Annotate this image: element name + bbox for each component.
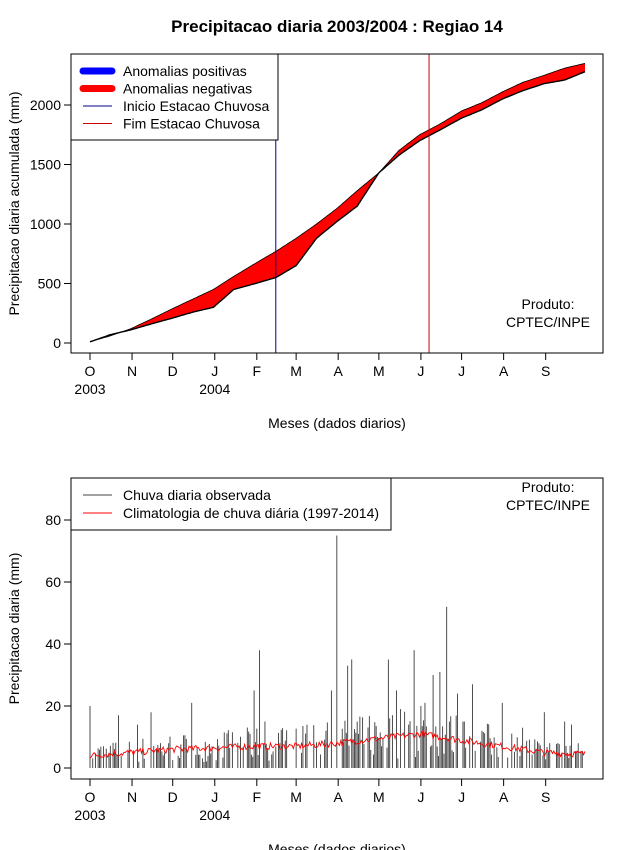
top-chart: 0 500 1000 1500 2000 O N D J F M A M J J A S 2003 2004 Mese… bbox=[6, 53, 604, 431]
x-year-label: 2003 bbox=[74, 381, 105, 397]
x-tick-label: F bbox=[253, 363, 262, 379]
product-annotation: CPTEC/INPE bbox=[506, 314, 590, 330]
legend-label: Inicio Estacao Chuvosa bbox=[123, 98, 270, 114]
x-year-label: 2004 bbox=[199, 807, 230, 823]
x-year-label: 2004 bbox=[199, 381, 230, 397]
x-tick-label: A bbox=[499, 789, 509, 805]
x-year-label: 2003 bbox=[74, 807, 105, 823]
x-tick-label: J bbox=[211, 789, 218, 805]
x-tick-label: M bbox=[290, 363, 302, 379]
x-tick-label: S bbox=[541, 789, 550, 805]
legend-label: Anomalias negativas bbox=[123, 81, 252, 97]
x-tick-label: M bbox=[290, 789, 302, 805]
x-tick-label: J bbox=[417, 789, 424, 805]
legend-box bbox=[70, 53, 279, 141]
observed-cumulative-line bbox=[89, 71, 586, 343]
x-tick-label: N bbox=[127, 789, 137, 805]
legend-label: Fim Estacao Chuvosa bbox=[123, 116, 260, 132]
y-tick-label: 0 bbox=[53, 760, 61, 776]
x-tick-label: M bbox=[373, 363, 385, 379]
y-tick-label: 2000 bbox=[30, 97, 61, 113]
climatology-cumulative-line bbox=[89, 63, 586, 343]
x-tick-label: M bbox=[373, 789, 385, 805]
x-axis-label: Meses (dados diarios) bbox=[268, 415, 406, 431]
y-tick-label: 1500 bbox=[30, 157, 61, 173]
climatology-daily-line bbox=[89, 730, 586, 759]
y-tick-label: 0 bbox=[53, 335, 61, 351]
x-tick-label: S bbox=[541, 363, 550, 379]
chart-title: Precipitacao diaria 2003/2004 : Regiao 1… bbox=[171, 17, 503, 36]
x-tick-label: F bbox=[253, 789, 262, 805]
x-axis-label: Meses (dados diarios) bbox=[268, 841, 406, 850]
legend-label: Anomalias positivas bbox=[123, 63, 247, 79]
y-tick-label: 60 bbox=[45, 574, 61, 590]
y-axis-label: Precipitacao diaria acumulada (mm) bbox=[6, 91, 22, 315]
legend-label: Climatologia de chuva diária (1997-2014) bbox=[123, 505, 379, 521]
x-tick-label: N bbox=[127, 363, 137, 379]
legend-label: Chuva diaria observada bbox=[123, 487, 271, 503]
y-tick-label: 80 bbox=[45, 512, 61, 528]
plot-frame bbox=[70, 53, 604, 354]
x-tick-label: O bbox=[85, 363, 96, 379]
bottom-chart: 0 20 40 60 80 O N D J F M A M J J A S 2003 2004 Meses (dado… bbox=[6, 477, 604, 850]
y-tick-label: 20 bbox=[45, 698, 61, 714]
x-tick-label: J bbox=[458, 363, 465, 379]
product-annotation: CPTEC/INPE bbox=[506, 497, 590, 513]
x-tick-label: J bbox=[417, 363, 424, 379]
legend-box bbox=[70, 477, 392, 531]
y-tick-label: 1000 bbox=[30, 216, 61, 232]
x-tick-label: A bbox=[334, 363, 344, 379]
x-tick-label: A bbox=[499, 363, 509, 379]
x-tick-label: O bbox=[85, 789, 96, 805]
y-tick-label: 500 bbox=[38, 276, 62, 292]
product-annotation: Produto: bbox=[522, 296, 575, 312]
x-tick-label: D bbox=[168, 363, 178, 379]
y-axis-label: Precipitacao diaria (mm) bbox=[6, 553, 22, 705]
product-annotation: Produto: bbox=[522, 479, 575, 495]
y-tick-label: 40 bbox=[45, 636, 61, 652]
x-tick-label: J bbox=[211, 363, 218, 379]
x-tick-label: A bbox=[334, 789, 344, 805]
x-tick-label: D bbox=[168, 789, 178, 805]
x-tick-label: J bbox=[458, 789, 465, 805]
